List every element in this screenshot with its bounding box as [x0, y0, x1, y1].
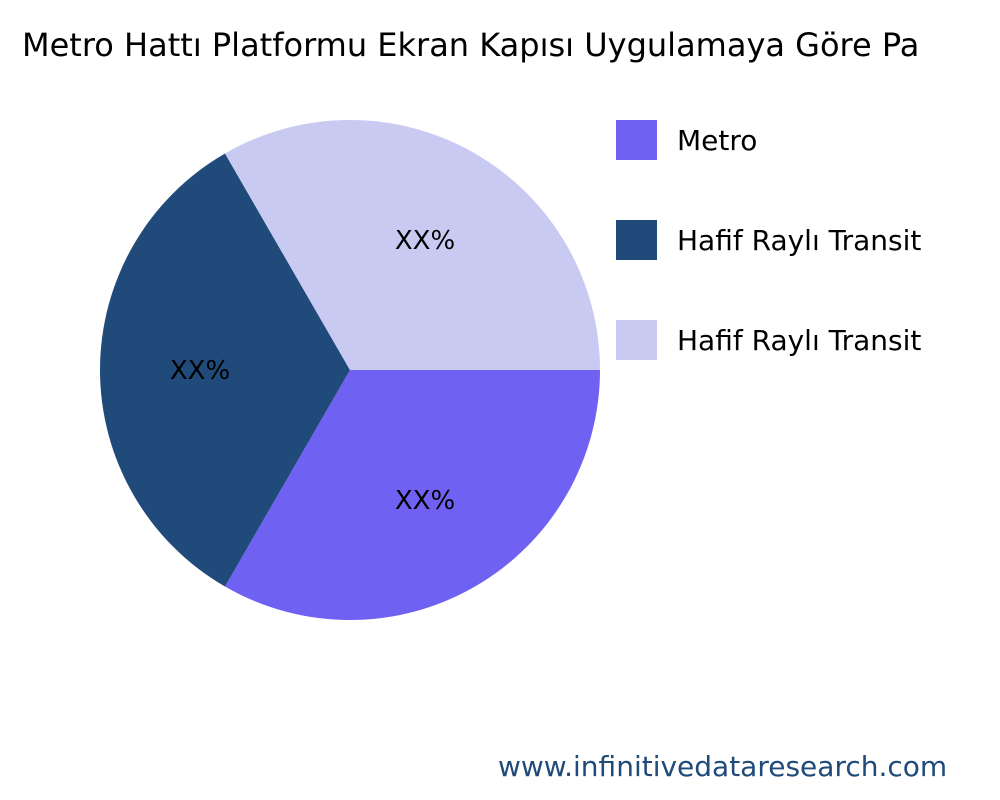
legend-swatch	[616, 320, 657, 360]
pie-slice-0	[225, 370, 600, 620]
legend-swatch	[616, 220, 657, 260]
data-label-0: XX%	[395, 486, 455, 516]
legend-label: Hafif Raylı Transit	[677, 323, 922, 357]
footer-url[interactable]: www.infinitivedataresearch.com	[498, 750, 948, 783]
data-label-2: XX%	[395, 226, 455, 256]
data-label-1: XX%	[170, 356, 230, 386]
legend-item-metro: Metro	[616, 120, 757, 160]
chart-title: Metro Hattı Platformu Ekran Kapısı Uygul…	[22, 26, 920, 64]
pie-slice-2	[225, 119, 600, 370]
legend-item-hafif-rayli-transit: Hafif Raylı Transit	[616, 220, 921, 260]
legend-label: Hafif Raylı Transit	[677, 223, 922, 257]
legend-item-hafif-rayli-transit-2: Hafif Raylı Transit	[616, 320, 921, 360]
legend-swatch	[616, 120, 657, 160]
legend-label: Metro	[677, 123, 758, 157]
